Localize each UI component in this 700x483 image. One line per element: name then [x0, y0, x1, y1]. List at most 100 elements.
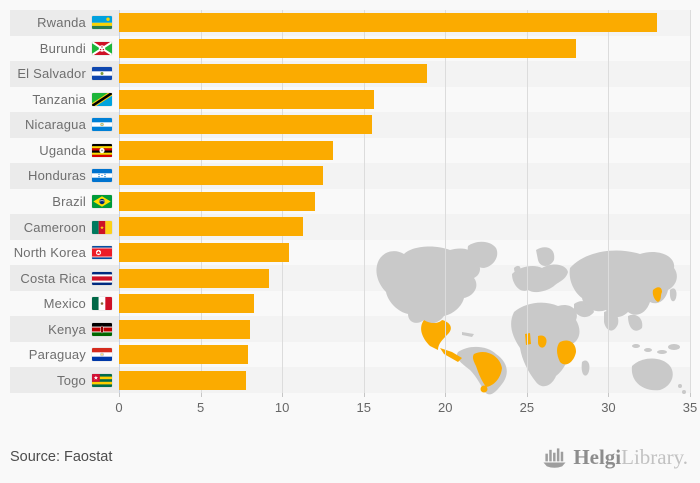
country-row: Honduras: [10, 163, 690, 189]
x-tick-label: 30: [601, 400, 616, 415]
north-korea-flag-icon: [92, 246, 112, 260]
country-label-cell: Rwanda: [10, 10, 119, 36]
country-row: Togo: [10, 367, 690, 393]
uganda-flag-icon: [92, 143, 112, 157]
country-row: Kenya: [10, 316, 690, 342]
plot-cell: [119, 189, 690, 215]
mexico-flag-icon: [92, 297, 112, 311]
country-label: El Salvador: [17, 66, 86, 82]
country-label: Mexico: [43, 296, 86, 312]
source-note: Source: Faostat: [10, 449, 113, 465]
value-bar: [119, 217, 304, 237]
country-row: Paraguay: [10, 342, 690, 368]
country-label-cell: Costa Rica: [10, 265, 119, 291]
brand-name-light: Library.: [621, 445, 688, 469]
country-row: Tanzania: [10, 87, 690, 113]
country-label-cell: Kenya: [10, 316, 119, 342]
country-row: Brazil: [10, 189, 690, 215]
country-label-cell: Honduras: [10, 163, 119, 189]
country-label-cell: North Korea: [10, 240, 119, 266]
plot-cell: [119, 316, 690, 342]
world-map-graphic: [376, 241, 686, 395]
plot-cell: [119, 87, 690, 113]
axis-tick: [200, 393, 202, 397]
country-row: Burundi: [10, 36, 690, 62]
x-tick-label: 35: [682, 400, 698, 415]
plot-cell: [119, 342, 690, 368]
x-tick-label: 0: [115, 400, 123, 415]
country-row: Uganda: [10, 138, 690, 164]
paraguay-flag-icon: [92, 348, 112, 362]
value-bar: [119, 89, 374, 109]
x-tick-label: 15: [356, 400, 371, 415]
x-axis: 0 5 10 15 20 25 30 35: [115, 400, 697, 416]
plot-cell: [119, 291, 690, 317]
country-label-cell: Tanzania: [10, 87, 119, 113]
country-label: Burundi: [39, 40, 86, 56]
x-tick-label: 25: [519, 400, 535, 415]
country-label: Brazil: [52, 193, 86, 209]
el-salvador-flag-icon: [92, 67, 112, 81]
cameroon-flag-icon: [92, 220, 112, 234]
country-label: Cameroon: [23, 219, 86, 235]
plot-cell: [119, 367, 690, 393]
country-label-cell: Cameroon: [10, 214, 119, 240]
value-bar: [119, 370, 247, 390]
country-label: Honduras: [28, 168, 86, 184]
country-label-cell: Burundi: [10, 36, 119, 62]
value-bar: [119, 38, 576, 58]
plot-cell: [119, 36, 690, 62]
country-row: North Korea: [10, 240, 690, 266]
rwanda-flag-icon: [92, 16, 112, 30]
nicaragua-flag-icon: [92, 118, 112, 132]
country-label: Kenya: [48, 321, 86, 337]
country-row: Cameroon: [10, 214, 690, 240]
country-label-cell: Uganda: [10, 138, 119, 164]
burundi-flag-icon: [92, 41, 112, 55]
honduras-flag-icon: [92, 169, 112, 183]
country-row: Nicaragua: [10, 112, 690, 138]
axis-tick: [119, 393, 120, 397]
axis-tick: [363, 393, 365, 397]
x-tick-label: 10: [274, 400, 290, 415]
country-label: Uganda: [39, 142, 86, 158]
plot-cell: [119, 61, 690, 87]
country-label: Tanzania: [32, 91, 86, 107]
country-label: Paraguay: [28, 347, 86, 363]
tanzania-flag-icon: [92, 92, 112, 106]
value-bar: [119, 319, 250, 339]
plot-cell: [119, 138, 690, 164]
value-bar: [119, 191, 315, 211]
value-bar: [119, 115, 372, 135]
country-label-cell: El Salvador: [10, 61, 119, 87]
value-bar: [119, 140, 333, 160]
value-bar: [119, 345, 248, 365]
brand-name: HelgiLibrary.: [573, 446, 688, 469]
country-label-cell: Mexico: [10, 291, 119, 317]
plot-cell: [119, 240, 690, 266]
country-label-cell: Nicaragua: [10, 112, 119, 138]
plot-cell: [119, 214, 690, 240]
brand-logo: HelgiLibrary.: [541, 446, 688, 469]
value-bar: [119, 294, 255, 314]
value-bar: [119, 166, 323, 186]
value-bar: [119, 242, 289, 262]
country-label: Rwanda: [37, 15, 86, 31]
value-bar: [119, 64, 428, 84]
x-tick-label: 5: [196, 400, 205, 415]
country-label: Togo: [57, 372, 86, 388]
plot-cell: [119, 112, 690, 138]
country-row: El Salvador: [10, 61, 690, 87]
world-map: [374, 240, 696, 395]
country-label: North Korea: [13, 245, 86, 261]
country-label-cell: Togo: [10, 367, 119, 393]
country-row: Rwanda: [10, 10, 690, 36]
value-bar: [119, 268, 270, 288]
plot-cell: [119, 163, 690, 189]
costa-rica-flag-icon: [92, 271, 112, 285]
country-label: Costa Rica: [20, 270, 86, 286]
value-bar: [119, 13, 658, 33]
plot-cell: [119, 10, 690, 36]
country-label-cell: Brazil: [10, 189, 119, 215]
brand-name-bold: Helgi: [573, 445, 622, 469]
